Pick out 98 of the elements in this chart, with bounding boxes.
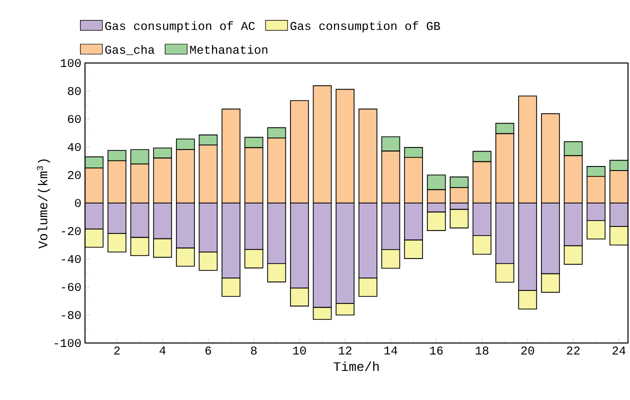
bar <box>541 273 560 293</box>
bar <box>130 164 150 204</box>
bar <box>176 149 195 204</box>
x-tick-label: 6 <box>205 346 212 355</box>
bar <box>85 228 104 248</box>
x-tick-label: 24 <box>612 346 626 355</box>
bar <box>495 133 514 204</box>
bar <box>381 202 400 250</box>
bar <box>153 158 172 204</box>
bar <box>244 248 264 268</box>
bar <box>267 202 286 264</box>
y-tick-label: 60 <box>68 114 81 124</box>
bar <box>336 88 354 204</box>
bar <box>176 202 195 248</box>
y-tick-label: 20 <box>68 170 81 180</box>
x-tick-label: 2 <box>114 346 120 355</box>
y-tick-label: 0 <box>75 198 81 208</box>
y-tick-label: -40 <box>62 254 81 264</box>
bar <box>381 150 400 204</box>
y-tick-label: -20 <box>62 226 81 236</box>
bar <box>404 156 423 204</box>
x-tick-label: 12 <box>338 346 352 355</box>
bar <box>564 141 583 156</box>
bar <box>358 202 378 278</box>
bar <box>153 238 172 258</box>
bar <box>336 202 354 304</box>
bar <box>176 248 195 267</box>
y-axis-title: Volume/(km$^{3}$) <box>36 159 50 249</box>
y-tick-label: -60 <box>62 282 81 292</box>
bar <box>541 202 560 274</box>
bar <box>450 187 469 204</box>
bar <box>586 220 606 240</box>
bar <box>198 202 218 252</box>
y-tick-label: -80 <box>62 310 81 320</box>
bar <box>312 202 332 308</box>
bar <box>85 168 104 204</box>
bar <box>130 202 150 238</box>
bar <box>472 161 492 204</box>
bar <box>290 202 309 288</box>
bar <box>518 202 538 291</box>
bar <box>290 100 309 204</box>
bar <box>381 136 400 152</box>
x-tick-label: 18 <box>476 346 488 355</box>
bar <box>541 113 560 204</box>
bar <box>564 202 583 246</box>
legend-label: Gas consumption of GB <box>290 21 440 32</box>
bar <box>222 278 240 297</box>
x-tick-label: 20 <box>521 346 534 355</box>
bar <box>222 108 240 204</box>
bar <box>495 263 514 283</box>
y-tick-label: 100 <box>60 58 81 68</box>
bar <box>472 150 492 162</box>
y-tick-label: 40 <box>68 142 81 152</box>
bar <box>472 235 492 255</box>
bar <box>267 263 286 282</box>
bar <box>267 138 286 204</box>
y-tick-label: 80 <box>68 86 81 96</box>
x-tick-label: 8 <box>251 346 257 355</box>
bar <box>472 202 492 236</box>
bar <box>358 278 378 297</box>
bar <box>586 176 606 204</box>
bar <box>244 136 264 148</box>
bar <box>85 202 104 230</box>
bar <box>564 245 583 265</box>
bar <box>222 202 240 278</box>
y-tick-label: -100 <box>54 338 81 348</box>
bar <box>609 160 628 172</box>
bar <box>130 149 150 164</box>
bar <box>312 85 332 204</box>
bar <box>198 144 218 204</box>
bar <box>518 96 538 204</box>
x-tick-label: 10 <box>293 346 306 355</box>
bar <box>381 249 400 269</box>
bar <box>198 252 218 271</box>
bar <box>358 108 378 204</box>
bar <box>609 170 628 204</box>
bar <box>153 202 172 240</box>
x-tick-label: 14 <box>384 346 398 354</box>
bar <box>130 236 150 256</box>
bar <box>495 122 514 134</box>
bar <box>609 202 628 227</box>
legend-label: Gas consumption of AC <box>105 21 255 32</box>
bar <box>108 160 126 204</box>
bar <box>108 202 126 234</box>
bar <box>244 202 264 250</box>
bar <box>244 147 264 204</box>
x-tick-label: 16 <box>430 346 443 355</box>
legend-label: Methanation <box>190 45 268 54</box>
bar <box>495 202 514 264</box>
x-tick-label: 22 <box>566 346 580 355</box>
bar <box>404 202 423 240</box>
bar <box>426 174 446 190</box>
bar <box>564 155 583 204</box>
bar <box>450 208 469 228</box>
legend-label: Gas_cha <box>105 45 154 55</box>
x-axis-title: Time/h <box>334 361 379 371</box>
x-tick-label: 4 <box>160 346 166 354</box>
bar <box>312 306 332 320</box>
